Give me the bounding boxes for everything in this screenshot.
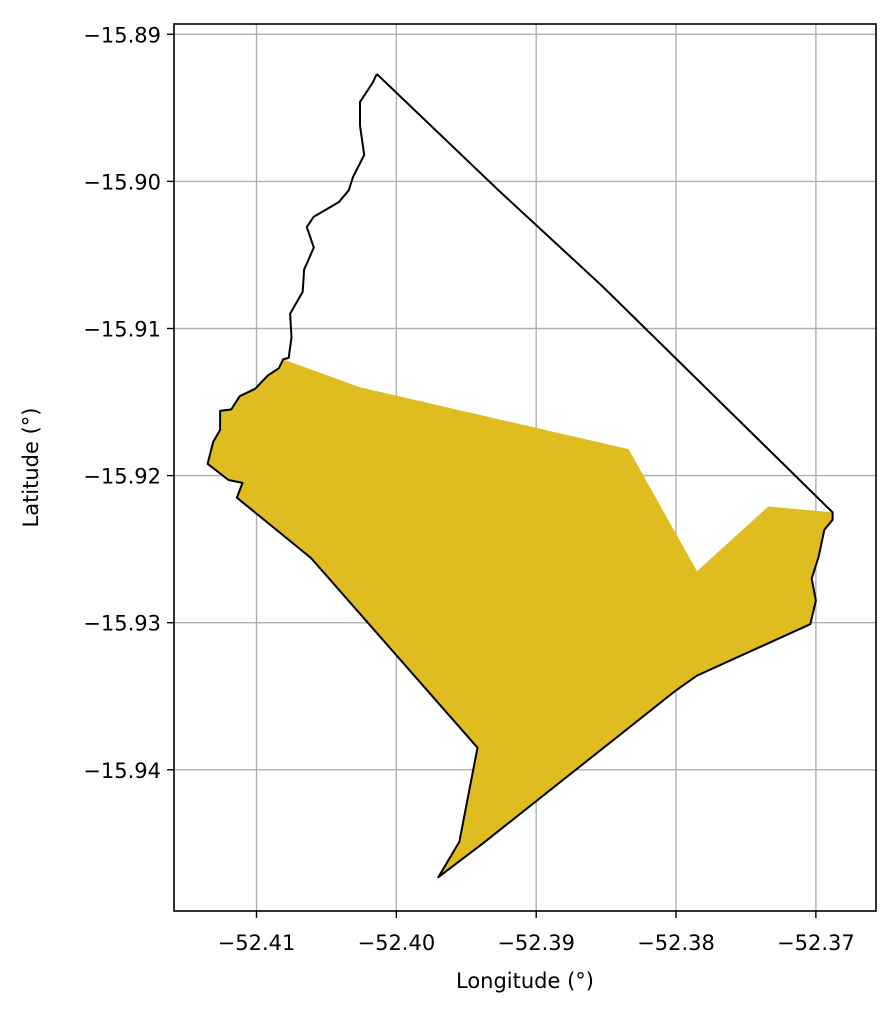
y-tick-label: −15.94: [83, 759, 161, 783]
x-tick-label: −52.40: [357, 931, 435, 955]
x-tick-label: −52.39: [497, 931, 575, 955]
y-tick-label: −15.89: [83, 23, 161, 47]
y-tick-label: −15.93: [83, 612, 161, 636]
y-tick-label: −15.91: [83, 317, 161, 341]
x-tick-label: −52.37: [777, 931, 855, 955]
y-axis-label: Latitude (°): [19, 408, 43, 528]
y-tick-label: −15.92: [83, 465, 161, 489]
x-axis-label: Longitude (°): [456, 969, 594, 993]
boundary-outline-layer: [206, 73, 834, 879]
x-tick-label: −52.41: [218, 931, 296, 955]
boundary-outline: [206, 73, 834, 879]
axis-ticks: −52.41 −52.40 −52.39 −52.38 −52.37 −15.89 −15.…: [83, 23, 854, 955]
x-tick-label: −52.38: [637, 931, 715, 955]
plot-frame: [173, 23, 877, 912]
y-tick-label: −15.90: [83, 170, 161, 194]
filled-area-polygon: [207, 359, 833, 878]
filled-area-layer: [207, 359, 833, 878]
